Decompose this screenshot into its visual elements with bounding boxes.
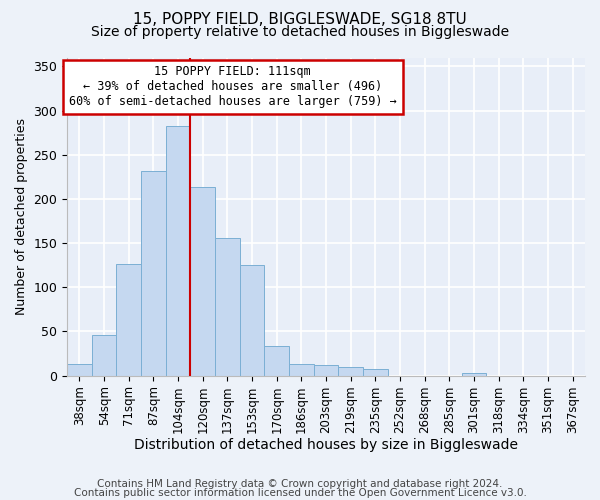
- Text: Contains public sector information licensed under the Open Government Licence v3: Contains public sector information licen…: [74, 488, 526, 498]
- Text: Size of property relative to detached houses in Biggleswade: Size of property relative to detached ho…: [91, 25, 509, 39]
- Text: 15, POPPY FIELD, BIGGLESWADE, SG18 8TU: 15, POPPY FIELD, BIGGLESWADE, SG18 8TU: [133, 12, 467, 26]
- Text: Contains HM Land Registry data © Crown copyright and database right 2024.: Contains HM Land Registry data © Crown c…: [97, 479, 503, 489]
- Bar: [338, 367, 363, 376]
- X-axis label: Distribution of detached houses by size in Biggleswade: Distribution of detached houses by size …: [134, 438, 518, 452]
- Bar: [265, 346, 289, 376]
- Bar: [92, 335, 116, 376]
- Bar: [462, 373, 487, 376]
- Bar: [67, 364, 92, 376]
- Bar: [116, 264, 141, 376]
- Text: 15 POPPY FIELD: 111sqm
← 39% of detached houses are smaller (496)
60% of semi-de: 15 POPPY FIELD: 111sqm ← 39% of detached…: [69, 66, 397, 108]
- Bar: [141, 172, 166, 376]
- Y-axis label: Number of detached properties: Number of detached properties: [15, 118, 28, 315]
- Bar: [190, 188, 215, 376]
- Bar: [289, 364, 314, 376]
- Bar: [215, 238, 240, 376]
- Bar: [166, 126, 190, 376]
- Bar: [240, 265, 265, 376]
- Bar: [314, 365, 338, 376]
- Bar: [363, 368, 388, 376]
